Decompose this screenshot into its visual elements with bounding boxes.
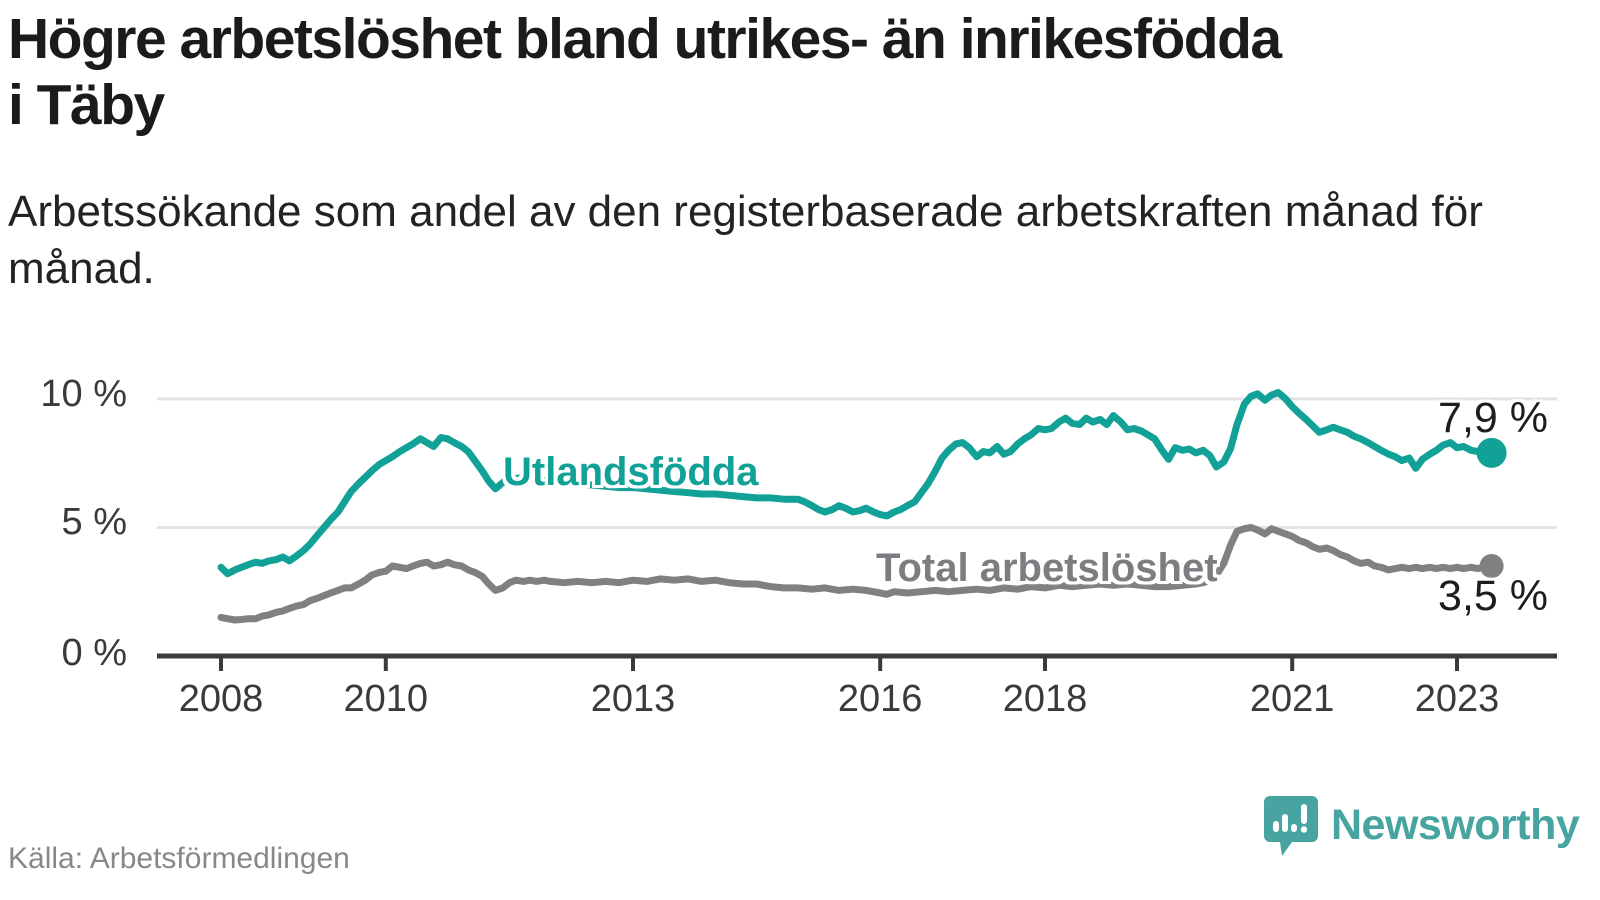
series-line-total-arbetsl-shet — [217, 524, 1496, 624]
x-tick-label: 2023 — [1414, 678, 1500, 720]
source-note: Källa: Arbetsförmedlingen — [8, 842, 350, 875]
y-tick-label: 5 % — [61, 501, 127, 544]
newsworthy-brand: Newsworthy — [1263, 795, 1580, 857]
end-value-label-total: 3,5 % — [1438, 572, 1548, 620]
x-tick-label: 2016 — [837, 678, 923, 720]
x-tick-label: 2010 — [343, 678, 429, 720]
chart-subtitle: Arbetssökande som andel av den registerb… — [8, 187, 1483, 294]
series-line-utlandsf-dda — [217, 389, 1496, 578]
x-tick-label: 2021 — [1249, 678, 1335, 720]
newsworthy-wordmark: Newsworthy — [1331, 801, 1580, 849]
newsworthy-logo-icon — [1264, 796, 1318, 856]
y-tick-label: 10 % — [40, 372, 127, 415]
chart-title: Högre arbetslöshet bland utrikes- än inr… — [8, 7, 1282, 138]
x-tick-label: 2018 — [1002, 678, 1088, 720]
series-end-dot — [1476, 437, 1507, 468]
end-value-label-foreign-born: 7,9 % — [1438, 394, 1548, 442]
series-end-dot — [1479, 554, 1504, 579]
x-tick-label: 2008 — [178, 678, 264, 720]
series-label-total: Total arbetslöshet — [876, 546, 1218, 590]
y-tick-label: 0 % — [61, 632, 127, 674]
x-tick-label: 2013 — [590, 678, 676, 720]
series-label-foreign-born: Utlandsfödda — [503, 450, 759, 494]
